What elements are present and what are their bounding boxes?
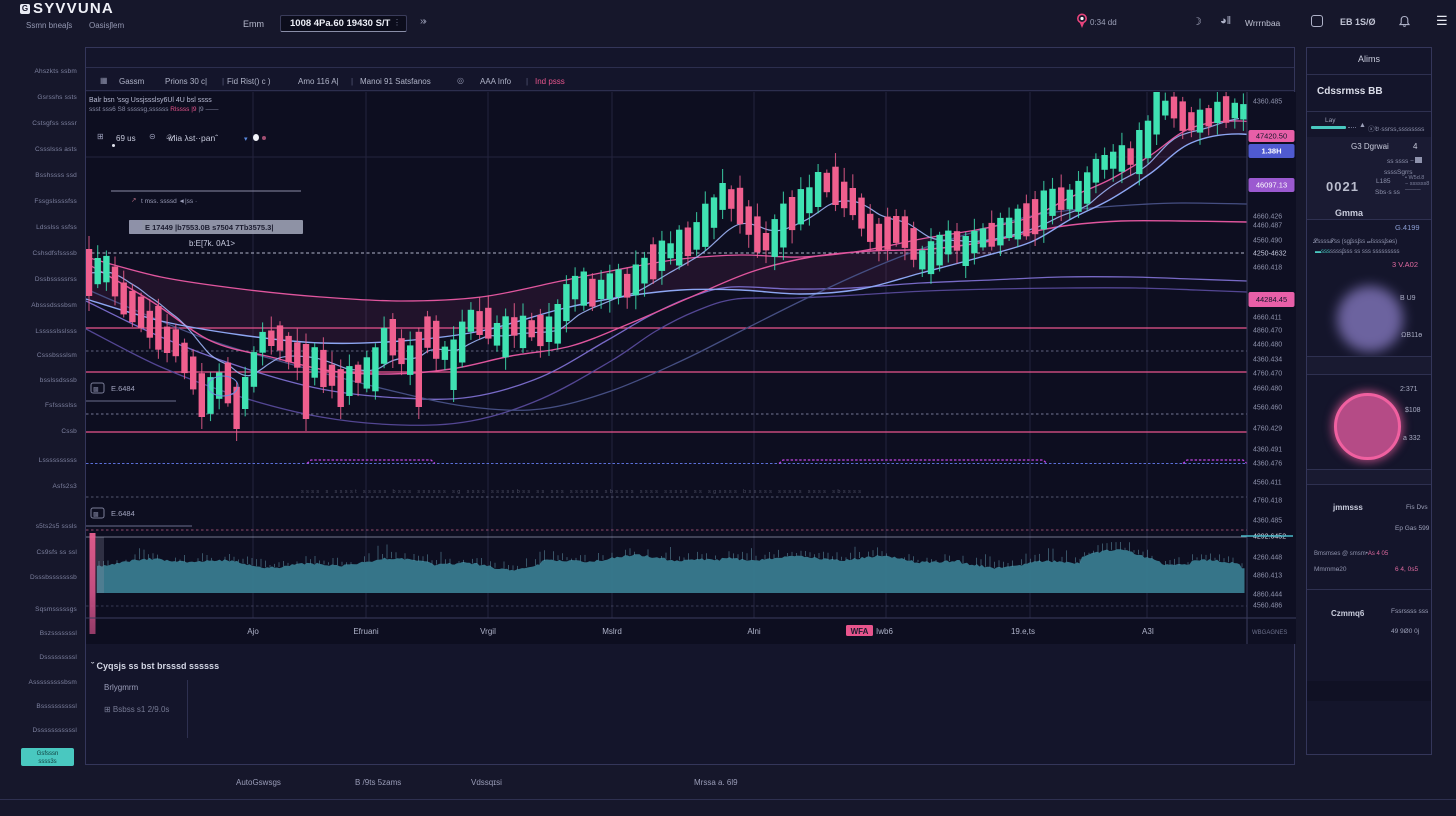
svg-text:4860.470: 4860.470	[1253, 327, 1282, 334]
svg-text:b:E[7k. 0A1>: b:E[7k. 0A1>	[189, 239, 235, 248]
svg-text:4292.6452: 4292.6452	[1253, 533, 1286, 540]
svg-text:Efruani: Efruani	[353, 627, 379, 636]
svg-text:4660.411: 4660.411	[1253, 314, 1282, 321]
svg-text:4360.434: 4360.434	[1253, 356, 1282, 363]
svg-text:4360.491: 4360.491	[1253, 446, 1282, 453]
svg-text:Vrgil: Vrgil	[480, 627, 496, 636]
svg-text:4660.426: 4660.426	[1253, 213, 1282, 220]
svg-text:4760.470: 4760.470	[1253, 370, 1282, 377]
svg-text:Mslrd: Mslrd	[602, 627, 622, 636]
svg-text:19.e,ts: 19.e,ts	[1011, 627, 1035, 636]
svg-text:t mss. ssssd ◄|ss ·: t mss. ssssd ◄|ss ·	[141, 198, 197, 205]
svg-text:1.38H: 1.38H	[1261, 147, 1281, 156]
svg-text:44284.45: 44284.45	[1256, 295, 1287, 304]
svg-text:4360.485: 4360.485	[1253, 98, 1282, 105]
svg-text:WBGAGNES: WBGAGNES	[1252, 630, 1287, 636]
svg-text:4360.485: 4360.485	[1253, 517, 1282, 524]
svg-text:46097.13: 46097.13	[1256, 181, 1287, 190]
svg-text:▩: ▩	[93, 512, 99, 518]
svg-text:47420.50: 47420.50	[1256, 132, 1287, 141]
svg-text:▩: ▩	[93, 387, 99, 393]
svg-text:E.6484: E.6484	[111, 384, 135, 393]
svg-text:4760.429: 4760.429	[1253, 425, 1282, 432]
svg-text:WFA: WFA	[851, 627, 869, 636]
svg-text:4560.411: 4560.411	[1253, 479, 1282, 486]
svg-text:↗: ↗	[131, 197, 136, 204]
svg-text:4660.480: 4660.480	[1253, 385, 1282, 392]
svg-text:Iwb6: Iwb6	[876, 627, 893, 636]
svg-text:4860.413: 4860.413	[1253, 572, 1282, 579]
svg-text:4360.476: 4360.476	[1253, 460, 1282, 467]
svg-text:E.6484: E.6484	[111, 509, 135, 518]
svg-text:4660.418: 4660.418	[1253, 264, 1282, 271]
svg-text:A3I: A3I	[1142, 627, 1154, 636]
svg-text:4760.418: 4760.418	[1253, 497, 1282, 504]
svg-text:4460.480: 4460.480	[1253, 341, 1282, 348]
svg-text:4250-4632: 4250-4632	[1253, 250, 1287, 257]
svg-text:ssss s sssst sssss bsss ssssss: ssss s sssst sssss bsss ssssss sg ssss s…	[301, 489, 861, 495]
svg-text:E 17449 |b7553.0B s7504 7Tb357: E 17449 |b7553.0B s7504 7Tb3575.3|	[145, 223, 273, 232]
svg-text:Alni: Alni	[747, 627, 761, 636]
svg-text:4860.444: 4860.444	[1253, 591, 1282, 598]
svg-text:4560.460: 4560.460	[1253, 404, 1282, 411]
svg-text:4560.486: 4560.486	[1253, 602, 1282, 609]
svg-text:4460.487: 4460.487	[1253, 222, 1282, 229]
svg-text:4260.448: 4260.448	[1253, 554, 1282, 561]
svg-text:Ajo: Ajo	[247, 627, 259, 636]
svg-text:4560.490: 4560.490	[1253, 237, 1282, 244]
